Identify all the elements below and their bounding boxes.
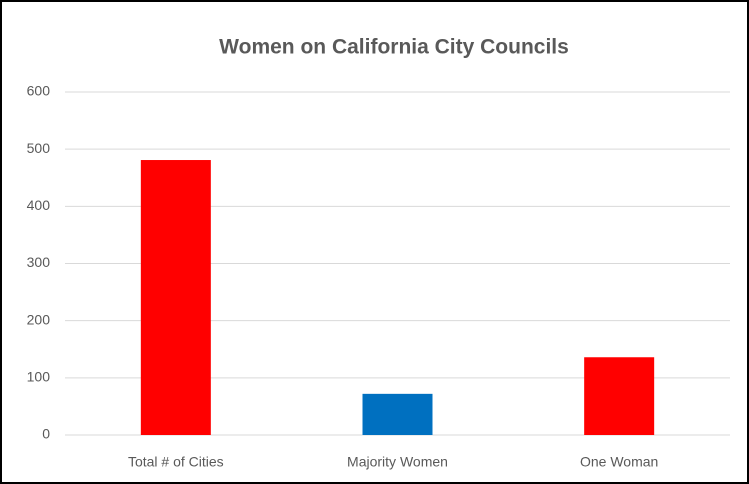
y-tick-label: 600 (27, 83, 51, 99)
y-tick-label: 0 (42, 426, 50, 442)
bar (362, 393, 433, 435)
y-tick-label: 200 (27, 311, 51, 327)
chart-title: Women on California City Councils (219, 36, 569, 59)
y-tick-label: 100 (27, 369, 51, 385)
bar (140, 160, 211, 436)
y-tick-label: 400 (27, 197, 51, 213)
x-tick-label: Majority Women (347, 454, 448, 470)
x-tick-label: One Woman (580, 454, 658, 470)
y-tick-label: 300 (27, 254, 51, 270)
y-tick-label: 500 (27, 140, 51, 156)
bar (584, 357, 655, 435)
x-tick-label: Total # of Cities (128, 454, 224, 470)
